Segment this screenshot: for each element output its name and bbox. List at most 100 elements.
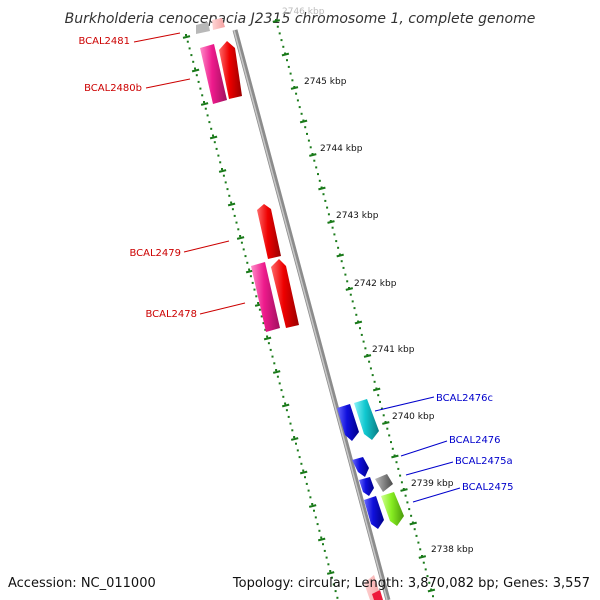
ruler-tick: [191, 68, 200, 73]
ruler-dot: [278, 32, 281, 35]
ruler-dot: [233, 214, 236, 217]
ruler-dot: [406, 501, 409, 504]
ruler-tick: [263, 336, 272, 341]
ruler-tick: [309, 153, 317, 157]
kbp-label: 2739 kbp: [411, 479, 454, 489]
ruler-dot: [323, 549, 326, 552]
gene-label-bcal2481[interactable]: BCAL2481: [78, 36, 130, 47]
ruler-dot: [186, 40, 189, 43]
ruler-dot: [313, 509, 315, 512]
gene-bcal2478: [251, 262, 280, 332]
ruler-dot: [380, 407, 383, 410]
ruler-tick: [245, 269, 254, 274]
ruler-dot: [280, 39, 283, 42]
gene-label-bcal2479[interactable]: BCAL2479: [129, 248, 181, 259]
ruler-tick: [236, 236, 245, 240]
gene-blue-2: [359, 477, 374, 496]
ruler-dot: [258, 308, 261, 311]
ruler-dot: [329, 570, 332, 572]
ruler-dot: [307, 489, 310, 492]
ruler-dot: [210, 127, 213, 130]
kbp-label: 2743 kbp: [336, 211, 379, 221]
reverse-gene-labels: BCAL2476c BCAL2476 BCAL2475a BCAL2475: [374, 393, 514, 503]
ruler-tick: [218, 169, 227, 173]
ruler-dot: [262, 322, 265, 325]
ruler-tick: [326, 571, 335, 575]
ruler-dot: [278, 382, 281, 385]
ruler-dot: [239, 235, 242, 237]
ruler-dot: [311, 153, 314, 155]
ruler-dot: [327, 213, 330, 216]
gene-top-pink-partial: [212, 18, 225, 30]
ruler-dot: [432, 595, 434, 598]
gene-label-bcal2475a[interactable]: BCAL2475a: [455, 456, 513, 467]
ruler-dot-tracks: [185, 19, 434, 599]
ruler-dot: [331, 226, 334, 229]
gene-label-bcal2476c[interactable]: BCAL2476c: [436, 393, 493, 404]
ruler-dot: [275, 19, 277, 21]
kbp-label-top-partial: 2746 kbp: [282, 7, 325, 17]
ruler-dot: [293, 436, 296, 438]
ruler-dot: [282, 45, 285, 48]
ruler-dot: [369, 367, 372, 370]
ruler-tick: [299, 470, 308, 475]
ruler-dot: [291, 79, 294, 82]
ruler-dot: [388, 434, 391, 437]
ruler-dot: [208, 121, 211, 124]
ruler-dot: [222, 174, 225, 177]
ruler-tick: [427, 588, 436, 593]
ruler-dot: [404, 494, 407, 497]
ruler-dot: [357, 320, 360, 323]
ruler-dot: [206, 114, 209, 117]
map-title: Burkholderia cenocepacia J2315 chromosom…: [65, 11, 536, 27]
ruler-dot: [332, 583, 335, 586]
ruler-dot: [402, 488, 405, 490]
ruler-dot: [300, 462, 303, 465]
ruler-dot: [337, 246, 340, 249]
ruler-tick: [308, 504, 317, 508]
ruler-dot: [346, 280, 349, 283]
ruler-tick: [209, 135, 218, 140]
ruler-dot: [379, 400, 381, 403]
ruler-dot: [255, 295, 258, 298]
ruler-dot: [364, 347, 367, 350]
ruler-dot: [413, 528, 416, 531]
ruler-dot: [430, 588, 433, 591]
ruler-dot: [395, 461, 398, 464]
gene-blue-1: [337, 404, 359, 441]
ruler-dot: [408, 508, 411, 511]
gene-label-bcal2476[interactable]: BCAL2476: [449, 435, 501, 446]
ruler-dot: [296, 99, 299, 102]
ruler-dot: [348, 287, 350, 289]
ruler-dot: [340, 260, 343, 263]
ruler-tick: [363, 354, 372, 358]
ruler-dot: [322, 193, 325, 196]
gene-bcal2476: [352, 457, 369, 477]
ruler-dot: [235, 221, 238, 224]
ruler-dot: [267, 342, 270, 345]
ruler-dot: [204, 107, 207, 110]
ruler-dot: [296, 449, 299, 452]
ruler-dot: [291, 429, 294, 432]
kbp-label: 2741 kbp: [372, 345, 415, 355]
ruler-dot: [422, 561, 425, 564]
ruler-dot: [329, 220, 332, 222]
gene-red-2: [271, 259, 299, 328]
kbp-label: 2742 kbp: [354, 279, 397, 289]
ruler-dot: [260, 315, 263, 318]
ruler-dot: [295, 442, 297, 445]
gene-label-bcal2480b[interactable]: BCAL2480b: [84, 83, 142, 94]
ruler-dot: [426, 575, 429, 578]
ruler-dot: [390, 441, 392, 444]
ruler-dot: [417, 541, 420, 544]
ruler-dot: [282, 395, 285, 398]
gene-label-bcal2478[interactable]: BCAL2478: [145, 309, 197, 320]
ruler-tick: [336, 253, 344, 258]
ruler-tick: [272, 370, 281, 374]
ruler-dot: [400, 481, 403, 484]
gene-label-bcal2475[interactable]: BCAL2475: [462, 482, 514, 493]
ruler-dot: [302, 119, 305, 122]
ruler-tick: [272, 19, 281, 23]
ruler-tick: [400, 488, 408, 492]
